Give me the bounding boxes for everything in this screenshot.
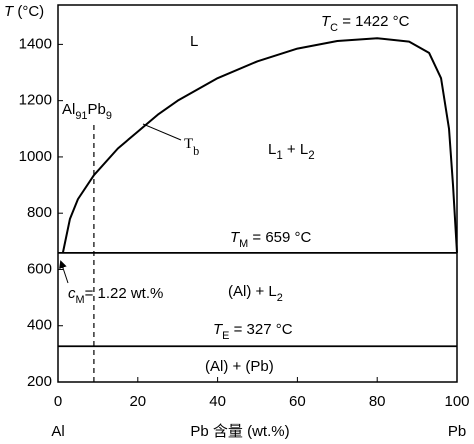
text-part: = 1.22 wt.% <box>85 285 164 302</box>
text-part: E <box>222 330 229 342</box>
text-part: b <box>193 144 199 158</box>
y-tick-label: 1000 <box>19 148 52 165</box>
x-tick-label: 80 <box>369 393 386 410</box>
text-part: = 1422 °C <box>338 13 410 30</box>
text-part: L <box>190 33 198 50</box>
x-tick-label: 40 <box>209 393 226 410</box>
text-part: (Al) + L <box>228 283 277 300</box>
boundary-curve <box>61 37 458 254</box>
annotation: cM= 1.22 wt.% <box>68 285 163 306</box>
x-end-label: Pb <box>448 423 466 440</box>
text-part: (Al) + (Pb) <box>205 358 274 375</box>
annotation-arrow <box>59 260 69 284</box>
leader-line <box>142 123 182 141</box>
text-part: L <box>268 141 276 158</box>
text-part: T <box>184 136 193 152</box>
y-tick-label: 200 <box>27 373 52 390</box>
text-part: 2 <box>277 292 283 304</box>
y-tick-label: 1200 <box>19 92 52 109</box>
text-part: Pb <box>87 101 105 118</box>
text-part: 2 <box>308 150 314 162</box>
x-tick-label: 20 <box>129 393 146 410</box>
annotation: (Al) + (Pb) <box>205 358 274 375</box>
text-part: 9 <box>106 110 112 122</box>
x-tick-label: 100 <box>444 393 469 410</box>
text-part: 1 <box>276 150 282 162</box>
text-part: = 327 °C <box>229 321 292 338</box>
text-part: C <box>330 22 338 34</box>
plot-frame <box>57 4 458 383</box>
y-axis-label: T (°C) <box>4 3 44 20</box>
text-part: + L <box>283 141 308 158</box>
y-tick-label: 600 <box>27 260 52 277</box>
annotation: L <box>190 33 198 50</box>
annotation: TE = 327 °C <box>213 321 293 342</box>
y-tick-label: 800 <box>27 204 52 221</box>
x-end-label: Al <box>51 423 64 440</box>
text-part: Al <box>62 101 75 118</box>
annotation: Al91Pb9 <box>62 101 112 122</box>
text-part: T <box>213 321 224 338</box>
text-part: 91 <box>75 110 87 122</box>
x-axis-label: Pb 含量 (wt.%) <box>190 423 289 440</box>
text-part: = 659 °C <box>248 229 311 246</box>
annotation: TM = 659 °C <box>230 229 312 250</box>
y-tick-label: 1400 <box>19 35 52 52</box>
annotation: Tb <box>184 136 199 157</box>
annotation: (Al) + L2 <box>228 283 283 304</box>
text-part: T <box>321 13 332 30</box>
annotation: TC = 1422 °C <box>321 13 410 34</box>
text-part: (°C) <box>13 3 44 20</box>
text-part: M <box>239 238 248 250</box>
text-part: T <box>230 229 241 246</box>
annotation: L1 + L2 <box>268 141 315 162</box>
text-part: T <box>4 3 15 20</box>
x-tick-label: 0 <box>54 393 62 410</box>
text-part: M <box>76 294 85 306</box>
text-part: c <box>68 285 76 302</box>
y-tick-label: 400 <box>27 317 52 334</box>
x-tick-label: 60 <box>289 393 306 410</box>
